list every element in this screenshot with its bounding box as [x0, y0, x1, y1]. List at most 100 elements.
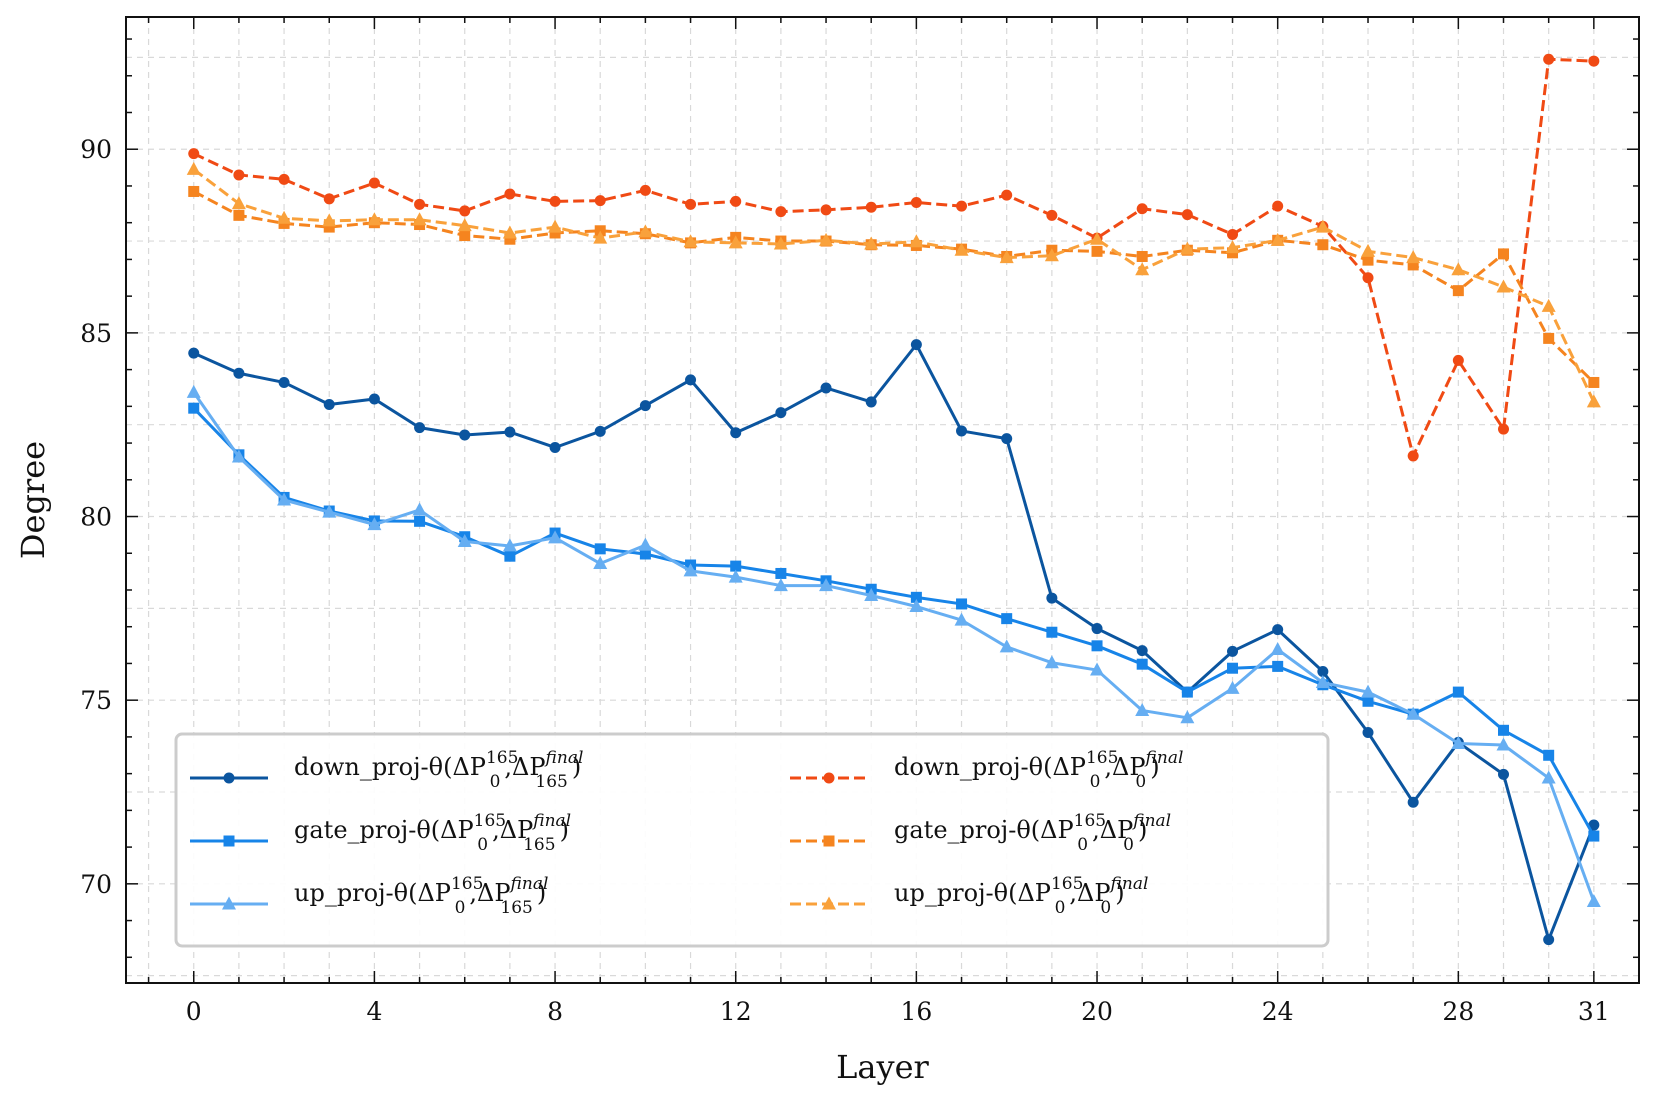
legend-label-part: ,ΔP	[469, 879, 510, 907]
data-point-down_proj	[594, 425, 606, 437]
data-point-gate_proj	[1091, 640, 1103, 652]
data-point-up_proj	[548, 530, 563, 544]
data-point-down_proj_final0	[685, 198, 697, 210]
x-tick-label: 4	[366, 997, 382, 1026]
x-tick-label: 24	[1262, 997, 1294, 1026]
data-point-gate_proj	[639, 548, 651, 560]
data-point-gate_proj	[504, 550, 516, 562]
data-point-gate_proj_final0	[459, 230, 471, 242]
data-point-down_proj	[1272, 624, 1284, 636]
data-point-up_proj_final0	[322, 213, 337, 227]
data-point-up_proj_final0	[773, 236, 788, 250]
data-point-down_proj	[775, 407, 787, 419]
data-point-gate_proj	[1136, 658, 1148, 670]
data-point-down_proj	[368, 393, 380, 405]
data-point-down_proj_final0	[1136, 203, 1148, 215]
data-point-up_proj_final0	[1225, 240, 1240, 254]
data-point-down_proj	[278, 376, 290, 388]
legend-label-part: )	[1138, 816, 1147, 844]
legend-label-gate_proj: gate_proj-θ(ΔP165 0,ΔPfinal 165)	[294, 811, 571, 855]
data-point-up_proj	[593, 556, 608, 570]
data-point-down_proj	[188, 347, 200, 359]
data-point-up_proj_final0	[999, 250, 1014, 264]
legend-label-part: 165	[1086, 748, 1118, 768]
data-point-down_proj_final0	[459, 205, 471, 217]
data-point-down_proj_final0	[368, 177, 380, 189]
data-point-gate_proj_final0	[1091, 245, 1103, 257]
legend-label-part: 0	[1135, 772, 1146, 792]
data-point-gate_proj_final0	[504, 233, 516, 245]
data-point-up_proj	[1315, 675, 1330, 689]
data-point-up_proj	[1451, 736, 1466, 750]
data-point-up_proj_final0	[1135, 262, 1150, 276]
data-point-up_proj_final0	[864, 236, 879, 250]
legend-label-part: down_proj-θ(ΔP	[294, 753, 486, 781]
data-point-up_proj_final0	[502, 225, 517, 239]
data-point-gate_proj	[1588, 830, 1600, 842]
data-point-down_proj_final0	[414, 198, 426, 210]
data-point-up_proj_final0	[1541, 298, 1556, 312]
data-point-up_proj_final0	[1586, 394, 1601, 408]
data-point-down_proj	[956, 425, 968, 437]
data-point-up_proj	[728, 569, 743, 583]
data-point-up_proj_final0	[909, 234, 924, 248]
data-point-down_proj_final0	[910, 196, 922, 208]
data-point-down_proj_final0	[323, 193, 335, 205]
data-point-gate_proj	[775, 567, 787, 579]
data-point-down_proj_final0	[1362, 272, 1374, 284]
data-point-down_proj_final0	[549, 195, 561, 207]
data-point-down_proj	[1091, 623, 1103, 635]
data-point-down_proj	[1588, 819, 1600, 831]
data-point-gate_proj	[730, 560, 742, 572]
series-up_proj	[186, 384, 1601, 907]
data-point-up_proj_final0	[1180, 241, 1195, 255]
legend-label-part: gate_proj-θ(ΔP	[294, 816, 474, 844]
data-point-gate_proj_final0	[323, 221, 335, 233]
y-tick-label: 80	[80, 503, 112, 532]
data-point-up_proj	[367, 517, 382, 531]
legend-label-part: 165	[451, 874, 483, 894]
plot-frame	[125, 16, 1640, 984]
data-point-up_proj_final0	[593, 230, 608, 244]
data-point-gate_proj_final0	[233, 209, 245, 221]
data-point-up_proj_final0	[231, 196, 246, 210]
data-point-up_proj	[638, 537, 653, 551]
data-point-down_proj	[1227, 645, 1239, 657]
legend: down_proj-θ(ΔP165 0,ΔPfinal 165)gate_proj-…	[174, 732, 1330, 948]
legend-label-part: 165	[1074, 811, 1106, 831]
data-point-down_proj	[1046, 592, 1058, 604]
data-point-down_proj_final0	[1588, 55, 1600, 67]
data-point-down_proj_final0	[1452, 354, 1464, 366]
legend-label-part: ,ΔP	[1069, 879, 1110, 907]
legend-label-down_proj: down_proj-θ(ΔP165 0,ΔPfinal 165)	[294, 748, 583, 792]
series-gate_proj_final0	[188, 185, 1600, 388]
data-point-up_proj_final0	[1315, 219, 1330, 233]
legend-label-part: up_proj-θ(ΔP	[894, 879, 1051, 907]
legend-label-part: )	[1150, 753, 1159, 781]
data-point-up_proj	[683, 563, 698, 577]
legend-item-gate_proj: gate_proj-θ(ΔP165 0,ΔPfinal 165)	[190, 811, 571, 855]
series-line-down_proj_final0	[193, 57, 1594, 458]
data-point-up_proj_final0	[1451, 262, 1466, 276]
data-point-up_proj	[819, 578, 834, 592]
data-point-gate_proj	[188, 402, 200, 414]
data-point-down_proj_final0	[1272, 200, 1284, 212]
data-point-down_proj_final0	[730, 195, 742, 207]
data-point-up_proj	[909, 599, 924, 613]
data-point-gate_proj	[1543, 749, 1555, 761]
legend-marker-gate_proj_final0	[823, 835, 835, 847]
y-tick-label: 70	[80, 870, 112, 899]
data-point-down_proj	[549, 441, 561, 453]
data-point-down_proj	[865, 396, 877, 408]
data-point-gate_proj	[1272, 660, 1284, 672]
data-point-up_proj	[1586, 893, 1601, 907]
data-point-up_proj	[1044, 655, 1059, 669]
data-point-down_proj_final0	[865, 201, 877, 213]
data-point-down_proj_final0	[1181, 209, 1193, 221]
data-point-gate_proj_final0	[549, 227, 561, 239]
data-point-gate_proj_final0	[1498, 248, 1510, 260]
data-point-up_proj	[1496, 737, 1511, 751]
legend-item-up_proj_final0: up_proj-θ(ΔP165 0,ΔPfinal 0)	[790, 874, 1148, 918]
legend-label-part: final	[1144, 748, 1184, 768]
